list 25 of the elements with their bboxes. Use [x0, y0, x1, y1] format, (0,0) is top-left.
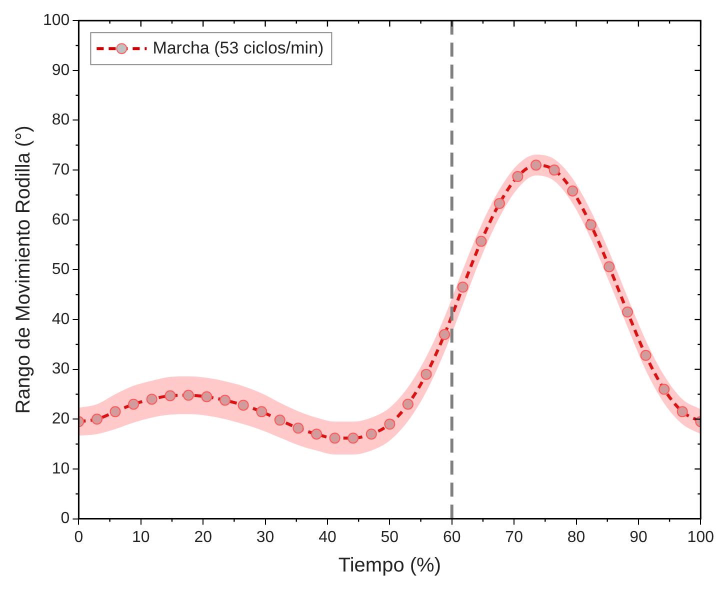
y-tick-label: 0 [60, 510, 70, 528]
x-tick-label: 50 [380, 528, 399, 546]
y-tick-label: 30 [52, 360, 70, 378]
y-tick-label: 50 [52, 261, 70, 278]
y-tick-label: 90 [52, 62, 70, 79]
y-tick-label: 20 [52, 410, 70, 428]
x-tick-label: 90 [630, 528, 648, 546]
x-tick-label: 100 [687, 528, 714, 546]
y-tick-label: 100 [42, 12, 70, 30]
y-tick-label: 70 [52, 161, 70, 178]
x-tick-label: 0 [74, 528, 84, 546]
x-tick-label: 30 [256, 528, 274, 546]
x-tick-label: 80 [567, 528, 586, 546]
x-tick-label: 40 [318, 528, 336, 546]
y-tick-label: 10 [52, 460, 70, 478]
x-tick-label: 20 [194, 528, 212, 546]
y-tick-label: 60 [52, 211, 70, 228]
y-tick-label: 80 [52, 112, 70, 129]
y-axis-title: Rango de Movimiento Rodilla (°) [12, 126, 35, 414]
x-tick-label: 60 [442, 528, 461, 546]
x-tick-label: 70 [505, 528, 524, 546]
legend-label: Marcha (53 ciclos/min) [152, 38, 324, 58]
y-tick-label: 40 [52, 310, 70, 328]
x-tick-label: 10 [132, 528, 150, 546]
x-axis-title: Tiempo (%) [338, 554, 441, 577]
